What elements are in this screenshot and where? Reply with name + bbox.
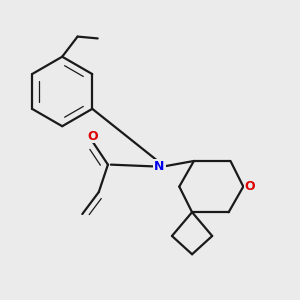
Text: N: N xyxy=(154,160,164,173)
Text: O: O xyxy=(87,130,98,142)
Text: O: O xyxy=(244,180,255,193)
